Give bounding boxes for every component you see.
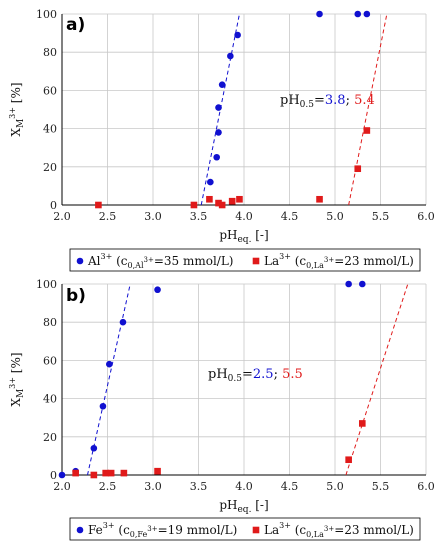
y-axis-label: XM3+ [%] bbox=[8, 82, 26, 136]
y-tick-label: 0 bbox=[50, 199, 57, 212]
data-point-la bbox=[316, 195, 323, 203]
x-tick-label: 5.5 bbox=[372, 210, 390, 223]
series-la bbox=[95, 127, 371, 209]
y-tick-label: 100 bbox=[36, 8, 57, 21]
data-point-fe bbox=[99, 402, 107, 410]
data-point-al bbox=[218, 81, 226, 88]
x-tick-label: 5.0 bbox=[326, 210, 344, 223]
series-la bbox=[72, 420, 366, 479]
legend-box bbox=[69, 248, 421, 272]
data-point-al bbox=[227, 52, 234, 60]
data-point-la bbox=[354, 165, 362, 173]
x-tick-label: 3.0 bbox=[144, 480, 162, 493]
data-point-al bbox=[207, 178, 214, 186]
panel-a: 2.0 2.5 3.0 3.5 4.0 4.5 5.0 5.5 6.0 0 20 40 60 80 100 p… bbox=[8, 8, 435, 272]
data-point-al bbox=[215, 104, 222, 111]
x-axis-label: pHeq. [-] bbox=[219, 228, 268, 245]
x-axis-label: pHeq. [-] bbox=[219, 498, 268, 515]
series-fe bbox=[58, 280, 366, 479]
legend-entry-fe: Fe3+ (c0,Fe3+=19 mmol/L) bbox=[88, 521, 237, 539]
trend-line-fe bbox=[86, 283, 131, 476]
y-tick-label: 20 bbox=[43, 161, 57, 174]
data-point-fe bbox=[345, 280, 352, 288]
data-point-la bbox=[345, 456, 352, 464]
legend-entry-al: Al3+ (c0,Al3+=35 mmol/L) bbox=[87, 252, 233, 270]
data-point-la bbox=[90, 471, 98, 479]
trend-line-al bbox=[200, 13, 240, 206]
x-tick-label: 6.0 bbox=[417, 210, 435, 223]
x-tick-label: 4.5 bbox=[281, 480, 299, 493]
data-point-la bbox=[120, 469, 128, 477]
legend-marker-fe bbox=[76, 526, 84, 534]
data-point-la bbox=[107, 469, 115, 477]
trend-line-la bbox=[345, 283, 409, 476]
data-point-al bbox=[363, 10, 371, 18]
data-point-al bbox=[213, 153, 220, 161]
data-point-la bbox=[215, 199, 222, 207]
x-tick-label: 6.0 bbox=[417, 480, 435, 493]
x-tick-label: 5.5 bbox=[372, 480, 390, 493]
data-point-la bbox=[206, 195, 213, 203]
data-point-la bbox=[359, 420, 366, 427]
data-point-la bbox=[190, 201, 198, 209]
x-tick-label: 2.0 bbox=[53, 210, 71, 223]
data-point-la bbox=[72, 469, 79, 477]
x-tick-label: 2.0 bbox=[53, 480, 71, 493]
legend: Al3+ (c0,Al3+=35 mmol/L) La3+ (c0,La3+=23… bbox=[69, 248, 421, 272]
series-al bbox=[207, 10, 371, 186]
ph-annotation: pH0.5=3.8; 5.4 bbox=[280, 93, 375, 110]
data-point-al bbox=[354, 10, 362, 18]
panel-label: b) bbox=[66, 286, 86, 306]
x-tick-label: 4.5 bbox=[281, 210, 299, 223]
legend-entry-la: La3+ (c0,La3+=23 mmol/L) bbox=[264, 521, 414, 539]
legend-box bbox=[69, 517, 421, 541]
x-tick-label: 5.0 bbox=[326, 480, 344, 493]
y-tick-label: 60 bbox=[43, 354, 57, 367]
x-tick-label: 4.0 bbox=[235, 210, 253, 223]
x-tick-label: 4.0 bbox=[235, 480, 253, 493]
data-point-fe bbox=[90, 444, 98, 452]
y-tick-label: 60 bbox=[43, 84, 57, 97]
panel-label: a) bbox=[66, 15, 85, 35]
data-point-fe bbox=[154, 286, 161, 294]
data-point-la bbox=[154, 467, 161, 475]
x-tick-label: 3.5 bbox=[190, 210, 208, 223]
x-tick-label: 3.5 bbox=[190, 480, 208, 493]
data-point-al bbox=[316, 10, 323, 18]
legend-entry-la: La3+ (c0,La3+=23 mmol/L) bbox=[264, 252, 414, 270]
data-point-fe bbox=[58, 471, 66, 479]
legend-marker-la bbox=[252, 257, 260, 265]
x-tick-label: 2.5 bbox=[99, 480, 117, 493]
ph-annotation: pH0.5=2.5; 5.5 bbox=[208, 367, 303, 384]
data-point-la bbox=[95, 201, 102, 209]
data-point-fe bbox=[106, 360, 113, 368]
trend-line-la bbox=[348, 13, 388, 206]
data-point-fe bbox=[119, 318, 127, 326]
data-point-la bbox=[236, 195, 243, 203]
data-point-fe bbox=[359, 280, 366, 288]
data-point-la bbox=[228, 197, 236, 205]
legend: Fe3+ (c0,Fe3+=19 mmol/L) La3+ (c0,La3+=23… bbox=[69, 517, 421, 541]
gridlines bbox=[61, 13, 427, 206]
y-tick-label: 80 bbox=[43, 46, 57, 59]
y-axis-label: XM3+ [%] bbox=[8, 352, 26, 406]
data-point-la bbox=[102, 469, 109, 477]
data-point-la bbox=[363, 127, 371, 134]
panel-b: 2.0 2.5 3.0 3.5 4.0 4.5 5.0 5.5 6.0 0 20 40 60 80 100 p… bbox=[8, 278, 435, 541]
legend-marker-al bbox=[76, 257, 84, 265]
y-tick-label: 40 bbox=[43, 123, 57, 136]
legend-marker-la bbox=[252, 526, 260, 534]
data-point-la bbox=[218, 201, 226, 209]
data-point-al bbox=[234, 31, 241, 39]
y-tick-label: 0 bbox=[50, 469, 57, 482]
y-tick-label: 80 bbox=[43, 316, 57, 329]
y-tick-label: 100 bbox=[36, 278, 57, 291]
x-tick-label: 3.0 bbox=[144, 210, 162, 223]
x-tick-label: 2.5 bbox=[99, 210, 117, 223]
data-point-al bbox=[215, 129, 222, 136]
y-tick-label: 20 bbox=[43, 431, 57, 444]
y-tick-label: 40 bbox=[43, 393, 57, 406]
